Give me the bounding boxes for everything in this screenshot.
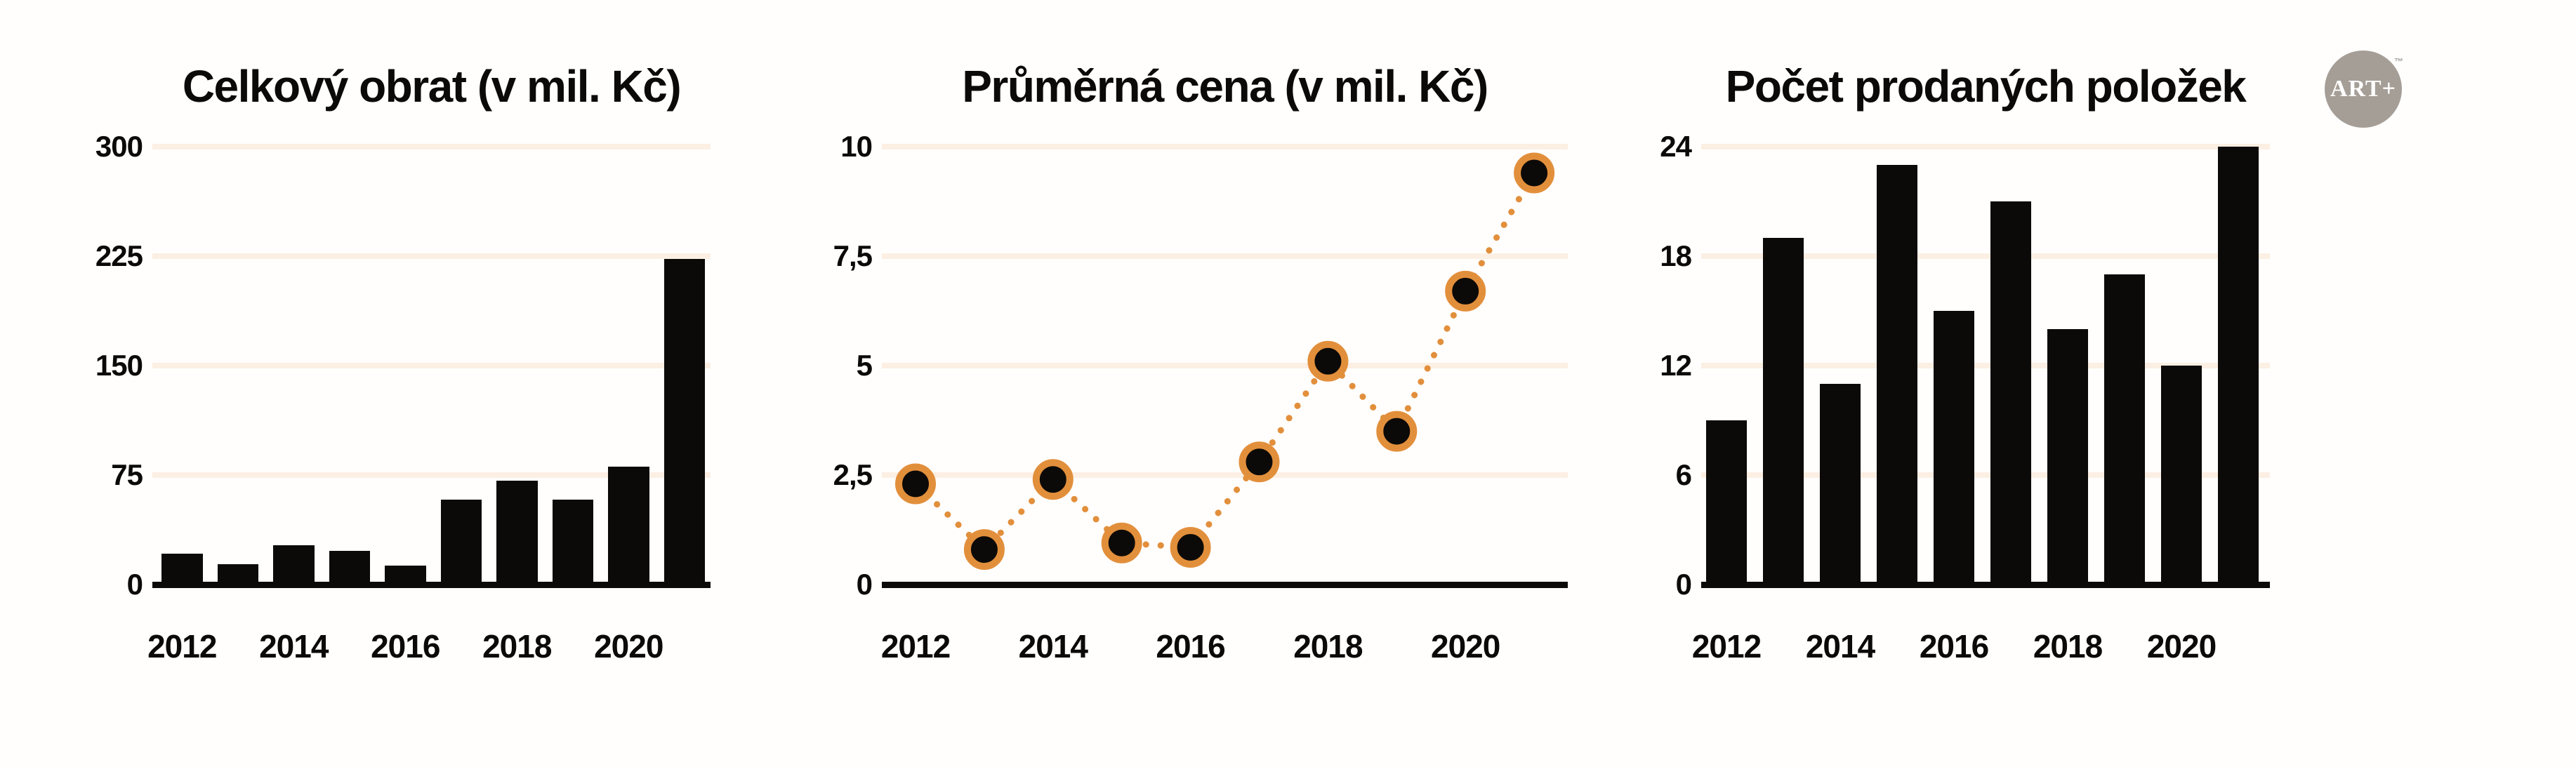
gridline — [882, 472, 1568, 478]
data-point-2020 — [1445, 270, 1486, 312]
gridline — [1701, 363, 2270, 368]
bar-2021 — [2218, 147, 2259, 585]
bar-2013 — [217, 563, 258, 585]
bar-2014 — [273, 545, 315, 585]
gridline — [1701, 472, 2270, 478]
bar-2017 — [440, 500, 482, 585]
x-axis-tick-label: 2018 — [482, 628, 552, 665]
data-point-2013 — [963, 529, 1005, 571]
bar-2020 — [2161, 366, 2202, 585]
bar-2018 — [496, 481, 538, 585]
gridline — [882, 253, 1568, 259]
gridline — [1701, 253, 2270, 259]
data-point-2012 — [895, 463, 936, 505]
x-axis-tick-label: 2014 — [259, 628, 329, 665]
bar-2014 — [1820, 384, 1861, 585]
x-axis-tick-label: 2014 — [1018, 628, 1088, 665]
trademark-icon: ™ — [2394, 56, 2403, 67]
artplus-logo: ART+ — [2325, 51, 2402, 128]
artplus-logo-text: ART+ — [2330, 76, 2396, 102]
y-axis-tick-label: 6 — [1675, 458, 1692, 491]
x-axis-line — [1701, 582, 2270, 588]
gridline — [152, 253, 711, 259]
bar-2020 — [608, 466, 649, 585]
data-point-2018 — [1307, 340, 1349, 382]
y-axis-tick-label: 2,5 — [833, 458, 873, 491]
data-point-2021 — [1514, 152, 1555, 194]
x-axis-tick-label: 2020 — [594, 628, 663, 665]
y-axis-tick-label: 75 — [111, 458, 143, 491]
bar-2017 — [1990, 201, 2031, 585]
y-axis-tick-label: 0 — [1675, 568, 1692, 601]
x-axis-line — [882, 582, 1568, 588]
chart-title-items-sold: Počet prodaných položek — [1725, 61, 2247, 112]
bar-2016 — [385, 565, 426, 585]
bar-2015 — [1877, 165, 1917, 585]
y-axis-tick-label: 300 — [95, 130, 143, 163]
x-axis-tick-label: 2020 — [2146, 628, 2217, 665]
data-point-2016 — [1170, 526, 1211, 568]
y-axis-tick-label: 150 — [95, 349, 143, 382]
data-point-2014 — [1032, 459, 1074, 500]
y-axis-tick-label: 5 — [856, 349, 873, 382]
bar-2019 — [2104, 274, 2145, 585]
y-axis-tick-label: 18 — [1660, 239, 1692, 272]
x-axis-tick-label: 2016 — [1919, 628, 1989, 665]
bar-2012 — [161, 554, 203, 585]
gridline — [882, 144, 1568, 149]
data-point-2015 — [1101, 522, 1142, 563]
x-axis-tick-label: 2012 — [1691, 628, 1762, 665]
bar-2021 — [663, 259, 705, 585]
bar-2018 — [2047, 329, 2088, 585]
x-axis-tick-label: 2016 — [1156, 628, 1225, 665]
y-axis-tick-label: 0 — [126, 568, 143, 601]
gridline — [882, 363, 1568, 368]
x-axis-tick-label: 2014 — [1805, 628, 1875, 665]
y-axis-tick-label: 225 — [95, 239, 143, 272]
x-axis-tick-label: 2016 — [371, 628, 440, 665]
gridline — [1701, 144, 2270, 149]
x-axis-tick-label: 2018 — [2033, 628, 2103, 665]
chart-title-total-turnover: Celkový obrat (v mil. Kč) — [182, 61, 682, 112]
bar-2015 — [329, 551, 370, 585]
x-axis-line — [152, 582, 711, 588]
bar-2012 — [1706, 420, 1747, 585]
y-axis-tick-label: 0 — [856, 568, 873, 601]
bar-2013 — [1763, 238, 1804, 585]
y-axis-tick-label: 10 — [840, 130, 873, 163]
y-axis-tick-label: 24 — [1660, 130, 1692, 163]
y-axis-tick-label: 7,5 — [833, 239, 873, 272]
bar-2019 — [552, 500, 593, 585]
gridline — [152, 144, 711, 149]
y-axis-tick-label: 12 — [1660, 349, 1692, 382]
data-point-2017 — [1239, 441, 1280, 483]
bar-2016 — [1934, 311, 1974, 585]
gridline — [152, 363, 711, 368]
x-axis-tick-label: 2012 — [147, 628, 217, 665]
gridline — [152, 472, 711, 478]
x-axis-tick-label: 2012 — [880, 628, 951, 665]
x-axis-tick-label: 2018 — [1293, 628, 1363, 665]
x-axis-tick-label: 2020 — [1431, 628, 1500, 665]
chart-title-average-price: Průměrná cena (v mil. Kč) — [962, 61, 1488, 112]
data-point-2019 — [1376, 411, 1418, 452]
